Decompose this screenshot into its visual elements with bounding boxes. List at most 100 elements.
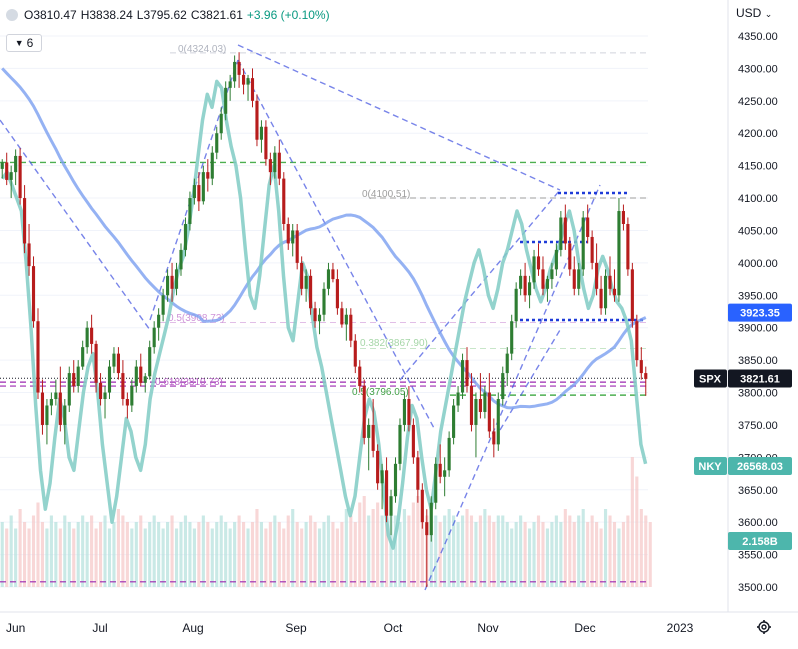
volume-bar — [420, 509, 424, 587]
volume-bar — [478, 515, 482, 587]
volume-bar — [58, 528, 62, 587]
volume-bar — [304, 522, 308, 587]
candle-body — [246, 78, 250, 85]
candle-body — [45, 405, 49, 425]
candle — [519, 269, 523, 296]
candle-body — [398, 424, 402, 464]
candle-body — [228, 81, 232, 88]
candle — [510, 314, 514, 361]
volume-bar — [273, 515, 277, 587]
candle-body — [40, 392, 45, 425]
candle — [228, 74, 232, 101]
candle — [349, 308, 353, 348]
volume-bar — [438, 522, 442, 587]
volume-bar — [90, 515, 94, 587]
candle-body — [487, 392, 491, 432]
volume-bar — [295, 522, 299, 587]
candle — [286, 217, 290, 250]
candle-body — [447, 437, 451, 471]
price-label-box — [728, 457, 792, 475]
volume-bar — [367, 515, 371, 587]
volume-bar — [577, 515, 581, 587]
candle — [166, 269, 170, 302]
volume-bar — [134, 522, 138, 587]
volume-bar — [9, 515, 13, 587]
fib-label: 0.618(3810.73) — [155, 377, 223, 388]
volume-bar — [340, 522, 344, 587]
volume-bar — [206, 522, 210, 587]
candle-body — [322, 288, 326, 315]
candle — [447, 431, 451, 477]
volume-bar — [358, 502, 362, 587]
candle — [362, 379, 366, 445]
candle — [563, 204, 567, 250]
volume-bar — [148, 522, 152, 587]
candle-body — [54, 392, 58, 400]
candle — [255, 94, 259, 147]
volume-bar — [255, 509, 259, 587]
volume-bar — [630, 457, 634, 587]
volume-bar — [603, 509, 608, 587]
candle-body — [577, 269, 581, 289]
candle-body — [72, 373, 76, 387]
price-label-name-box — [694, 457, 727, 475]
candle-body — [76, 366, 80, 387]
volume-bar — [492, 522, 496, 587]
candle — [644, 366, 648, 396]
candle-body — [572, 269, 576, 289]
candle-body — [389, 496, 393, 516]
candle — [295, 223, 299, 270]
candle — [317, 308, 322, 335]
trend-line — [149, 59, 239, 321]
volume-bar — [595, 522, 599, 587]
volume-bar — [85, 522, 89, 587]
trend-line — [424, 184, 601, 591]
candle — [443, 457, 447, 497]
indicators-toggle-button[interactable]: ▼ 6 — [6, 34, 42, 52]
candle-body — [23, 198, 27, 244]
volume-bar — [487, 515, 491, 587]
y-tick-label: 4050.00 — [738, 225, 778, 237]
volume-bar — [233, 522, 237, 587]
candle-body — [393, 463, 398, 497]
candle-body — [179, 249, 183, 270]
x-tick-label: Dec — [574, 621, 595, 635]
candle — [130, 379, 134, 412]
volume-bar — [608, 515, 612, 587]
candle-body — [18, 155, 22, 199]
candle-body — [443, 470, 447, 477]
candle-body — [581, 217, 585, 270]
candle-body — [465, 360, 469, 387]
candle-body — [510, 321, 514, 354]
candle-body — [121, 373, 125, 400]
volume-bar — [107, 528, 112, 587]
volume-bar — [224, 522, 228, 587]
volume-bar — [505, 522, 509, 587]
volume-bar — [188, 522, 192, 587]
volume-bar — [282, 528, 286, 587]
candle-body — [268, 159, 272, 173]
candle — [107, 360, 112, 400]
candle — [27, 223, 31, 276]
candle-body — [174, 269, 179, 289]
symbol-dot-icon — [6, 9, 18, 21]
candle-body — [81, 347, 85, 367]
price-label-name: SPX — [699, 374, 722, 386]
candle — [313, 301, 317, 328]
gear-icon[interactable] — [756, 619, 772, 635]
candle-body — [233, 61, 237, 82]
candle-body — [152, 327, 156, 348]
candle-body — [385, 470, 389, 516]
currency-selector[interactable]: USD ⌄ — [736, 6, 772, 20]
volume-bar — [514, 522, 518, 587]
candle — [18, 148, 22, 205]
candle — [505, 347, 509, 387]
candle — [416, 450, 420, 503]
candle-body — [550, 269, 554, 280]
volume-bar — [143, 528, 147, 587]
volume-bar — [501, 515, 505, 587]
price-label: NKY 26568.03 — [694, 457, 792, 475]
candle — [304, 269, 308, 302]
